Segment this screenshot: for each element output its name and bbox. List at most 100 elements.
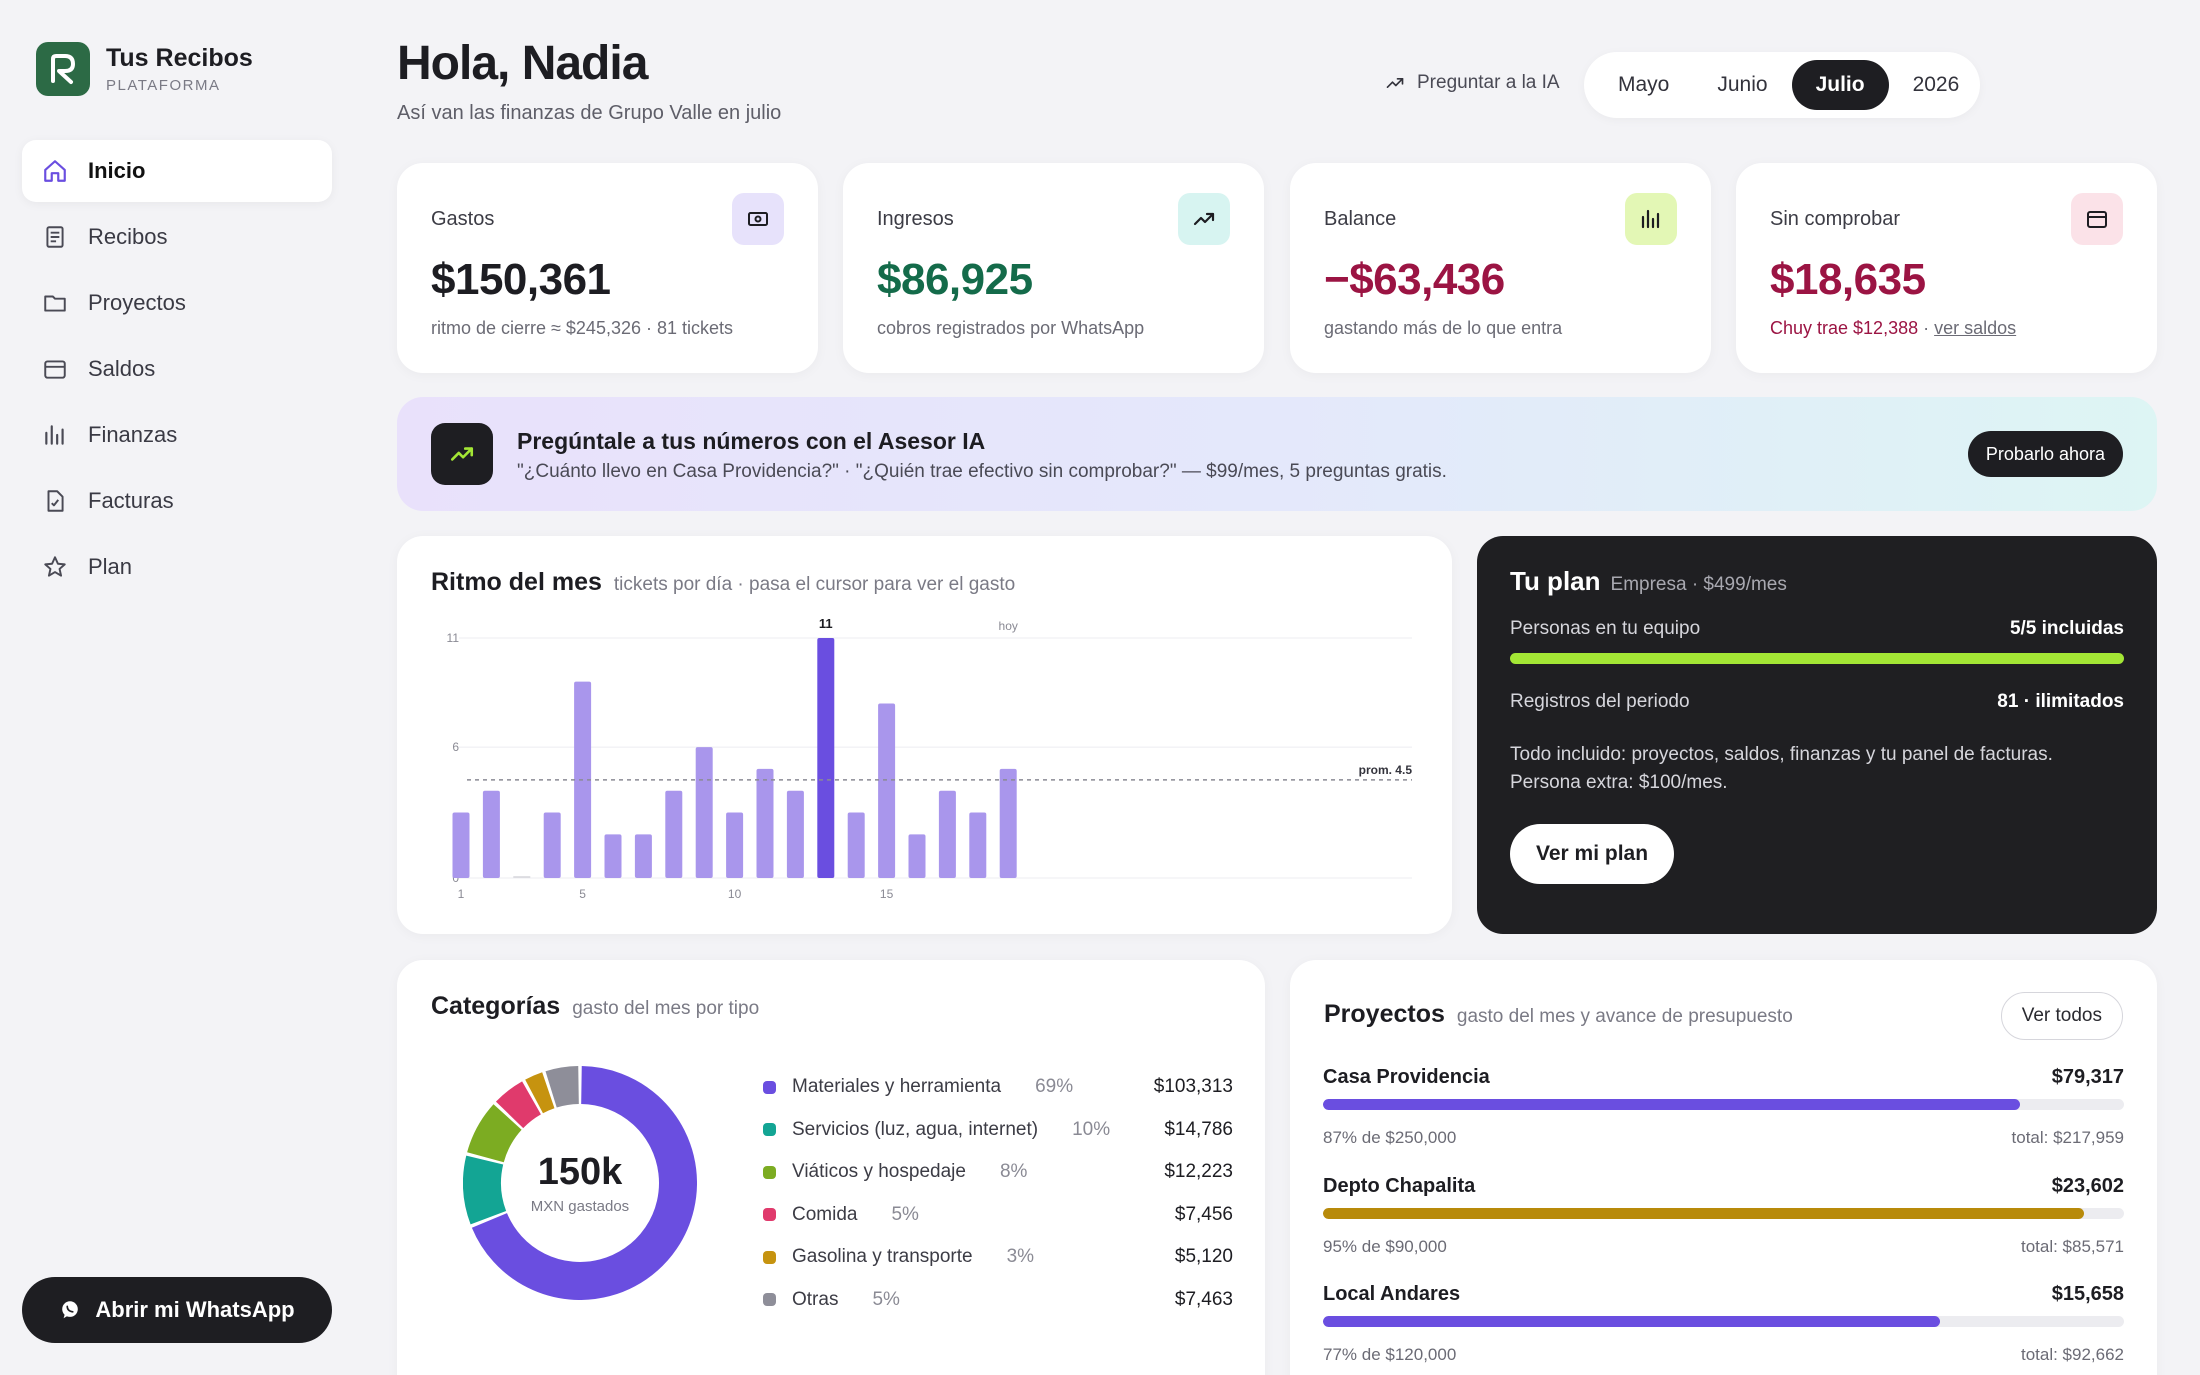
kpi-sub-separator: · — [1918, 318, 1935, 338]
y-tick-label: 6 — [452, 740, 459, 754]
sidebar-item-saldos[interactable]: Saldos — [22, 338, 332, 400]
bar — [999, 768, 1017, 878]
plan-title-row: Tu plan Empresa · $499/mes — [1510, 566, 1787, 597]
bar — [726, 812, 744, 878]
trend-up-icon — [1178, 193, 1230, 245]
project-item[interactable]: Depto Chapalita $23,602 95% de $90,000 t… — [1323, 1175, 2124, 1257]
donut-slice[interactable] — [463, 1155, 507, 1225]
x-tick-label: 1 — [458, 887, 465, 901]
cash-icon — [732, 193, 784, 245]
y-tick-label: 11 — [447, 631, 460, 645]
plan-records-value: 81 · ilimitados — [1997, 691, 2124, 712]
star-icon — [44, 556, 66, 577]
sidebar-item-recibos[interactable]: Recibos — [22, 206, 332, 268]
category-donut[interactable]: 150k MXN gastados — [463, 1066, 697, 1300]
bar — [938, 790, 956, 878]
project-progress-fill — [1323, 1208, 2084, 1219]
project-progress-track — [1323, 1208, 2124, 1219]
sidebar-item-label: Proyectos — [88, 290, 186, 315]
category-row[interactable]: Gasolina y transporte 3% $5,120 — [763, 1236, 1233, 1279]
period-julio[interactable]: Julio — [1791, 60, 1889, 110]
whatsapp-button[interactable]: Abrir mi WhatsApp — [22, 1277, 332, 1343]
category-swatch — [763, 1165, 776, 1179]
bar — [543, 812, 561, 878]
projects-card: Proyectos gasto del mes y avance de presu… — [1290, 960, 2157, 1375]
bar — [817, 638, 835, 878]
bar — [969, 812, 987, 878]
plan-description: Todo incluido: proyectos, saldos, finanz… — [1510, 744, 2053, 793]
card-title: Categorías gasto del mes por tipo — [431, 992, 759, 1021]
kpi-ingresos[interactable]: Ingresos $86,925 cobros registrados por … — [843, 163, 1264, 373]
kpi-value: −$63,436 — [1324, 255, 1505, 304]
plan-team-value: 5/5 incluidas — [2009, 618, 2124, 639]
kpi-sin-comprobar[interactable]: Sin comprobar $18,635 Chuy trae $12,388 … — [1736, 163, 2157, 373]
brand[interactable]: Tus Recibos PLATAFORMA — [36, 42, 253, 96]
view-all-projects-button[interactable]: Ver todos — [2000, 992, 2123, 1040]
project-item[interactable]: Local Andares $15,658 77% de $120,000 to… — [1323, 1283, 2124, 1365]
period-junio[interactable]: Junio — [1717, 73, 1768, 96]
bar — [756, 768, 774, 878]
project-foot: 95% de $90,000 total: $85,571 — [1323, 1237, 2124, 1257]
project-progress-fill — [1323, 1316, 1940, 1327]
sidebar-item-finanzas[interactable]: Finanzas — [22, 404, 332, 466]
donut-slice[interactable] — [495, 1081, 542, 1129]
ver-saldos-link[interactable]: ver saldos — [1934, 318, 2017, 338]
sidebar-item-facturas[interactable]: Facturas — [22, 470, 332, 532]
plan-records-label: Registros del periodo — [1510, 691, 1690, 712]
kpi-label: Gastos — [431, 208, 495, 230]
category-name: Viáticos y hospedaje — [792, 1161, 966, 1183]
kpi-value: $86,925 — [877, 255, 1033, 304]
category-amount: $12,223 — [1164, 1161, 1233, 1183]
sidebar-item-inicio[interactable]: Inicio — [22, 140, 332, 202]
today-label: hoy — [999, 619, 1018, 633]
donut-slice[interactable] — [467, 1104, 523, 1163]
ask-ai-link[interactable]: Preguntar a la IA — [1385, 72, 1560, 94]
rhythm-hint: tickets por día · pasa el cursor para ve… — [613, 574, 1016, 595]
bar — [695, 747, 713, 878]
period-year[interactable]: 2026 — [1912, 73, 1960, 96]
project-item[interactable]: Casa Providencia $79,317 87% de $250,000… — [1323, 1066, 2124, 1148]
category-swatch — [763, 1250, 776, 1264]
category-row[interactable]: Materiales y herramienta 69% $103,313 — [763, 1066, 1233, 1109]
x-tick-label: 5 — [579, 887, 586, 901]
projects-title: Proyectos — [1324, 1000, 1445, 1028]
category-row[interactable]: Comida 5% $7,456 — [763, 1194, 1233, 1237]
bar — [634, 834, 652, 878]
period-mayo[interactable]: Mayo — [1618, 73, 1670, 96]
category-row[interactable]: Servicios (luz, agua, internet) 10% $14,… — [763, 1109, 1233, 1152]
donut-slice[interactable] — [471, 1066, 697, 1300]
bar — [452, 812, 470, 878]
bar — [908, 834, 926, 878]
invoice-icon — [47, 490, 64, 512]
projects-hint: gasto del mes y avance de presupuesto — [1456, 1006, 1793, 1027]
kpi-sub: ritmo de cierre ≈ $245,326 · 81 tickets — [431, 318, 734, 338]
kpi-balance[interactable]: Balance −$63,436 gastando más de lo que … — [1290, 163, 1711, 373]
category-swatch — [763, 1293, 776, 1307]
project-progress-track — [1323, 1316, 2124, 1327]
project-progress-text: 77% de $120,000 — [1323, 1345, 1457, 1364]
kpi-sub: cobros registrados por WhatsApp — [877, 318, 1145, 338]
category-row[interactable]: Otras 5% $7,463 — [763, 1279, 1233, 1322]
whatsapp-button-label: Abrir mi WhatsApp — [95, 1297, 295, 1322]
donut-slice[interactable] — [525, 1072, 555, 1114]
try-now-button[interactable]: Probarlo ahora — [1967, 431, 2123, 477]
sidebar-item-plan[interactable]: Plan — [22, 536, 332, 598]
category-row[interactable]: Viáticos y hospedaje 8% $12,223 — [763, 1151, 1233, 1194]
bar — [847, 812, 865, 878]
rhythm-chart[interactable]: 061111hoy151015prom. 4.5 — [397, 536, 1452, 934]
view-plan-button[interactable]: Ver mi plan — [1510, 824, 1675, 884]
sidebar-item-label: Plan — [88, 554, 133, 579]
kpi-gastos[interactable]: Gastos $150,361 ritmo de cierre ≈ $245,3… — [397, 163, 818, 373]
donut-slice[interactable] — [545, 1066, 580, 1108]
donut-center: 150k MXN gastados — [463, 1066, 697, 1300]
category-swatch — [763, 1080, 776, 1094]
plan-team-bar — [1510, 653, 2124, 664]
plan-records-row: Registros del periodo 81 · ilimitados — [1510, 691, 2124, 713]
x-tick-label: 15 — [880, 887, 894, 901]
sidebar-item-proyectos[interactable]: Proyectos — [22, 272, 332, 334]
categories-hint: gasto del mes por tipo — [572, 998, 760, 1019]
banner-text: "¿Cuánto llevo en Casa Providencia?" · "… — [517, 461, 1447, 482]
page-subtitle: Así van las finanzas de Grupo Valle en j… — [397, 102, 782, 124]
kpi-sub: Chuy trae $12,388 · ver saldos — [1770, 318, 2016, 339]
project-progress-text: 87% de $250,000 — [1323, 1128, 1457, 1147]
